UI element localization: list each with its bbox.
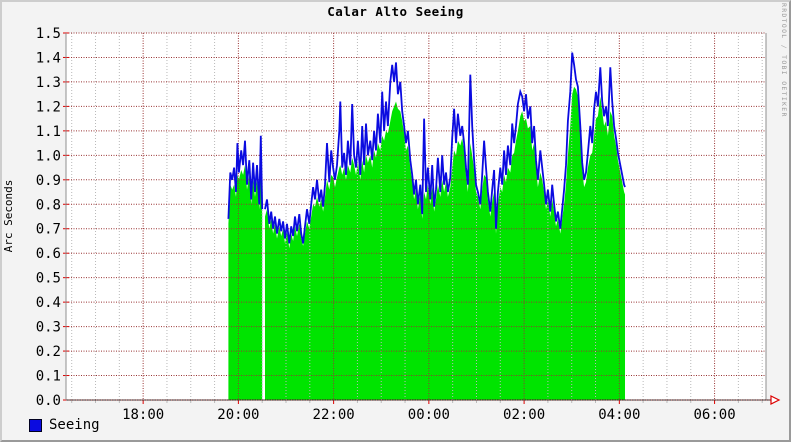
x-tick-label: 00:00 — [408, 407, 450, 423]
y-tick-label: 0.3 — [36, 320, 61, 336]
x-axis-arrow-icon — [770, 395, 781, 405]
y-tick-label: 1.5 — [36, 26, 61, 42]
y-tick-label: 0.6 — [36, 246, 61, 262]
seeing-line-path — [227, 135, 264, 219]
y-tick-label: 0.5 — [36, 271, 61, 287]
x-tick-label: 20:00 — [217, 407, 259, 423]
legend-color-swatch — [29, 418, 42, 432]
y-tick-label: 1.0 — [36, 148, 61, 164]
y-tick-label: 0.8 — [36, 197, 61, 213]
y-tick-label: 0.0 — [36, 393, 61, 409]
x-tick-label: 06:00 — [693, 407, 735, 423]
x-tick-label: 04:00 — [598, 407, 640, 423]
seeing-line-path — [264, 52, 626, 244]
seeing-area-path — [228, 165, 263, 400]
x-tick-label: 18:00 — [122, 407, 164, 423]
y-tick-label: 0.4 — [36, 295, 61, 311]
y-tick-label: 1.2 — [36, 99, 61, 115]
x-tick-label: 22:00 — [313, 407, 355, 423]
chart-title: Calar Alto Seeing — [327, 4, 464, 19]
y-tick-label: 1.1 — [36, 124, 61, 140]
y-tick-label: 1.3 — [36, 75, 61, 91]
x-tick-label: 02:00 — [503, 407, 545, 423]
y-axis-label: Arc Seconds — [2, 180, 15, 253]
rrdtool-watermark: RRDTOOL / TOBI OETIKER — [780, 3, 788, 118]
y-tick-label: 1.4 — [36, 50, 61, 66]
legend: Seeing — [29, 418, 100, 432]
seeing-area-path — [265, 86, 625, 401]
y-tick-label: 0.7 — [36, 222, 61, 238]
y-tick-label: 0.1 — [36, 369, 61, 385]
y-tick-label: 0.9 — [36, 173, 61, 189]
y-tick-label: 0.2 — [36, 344, 61, 360]
legend-label: Seeing — [49, 417, 100, 433]
